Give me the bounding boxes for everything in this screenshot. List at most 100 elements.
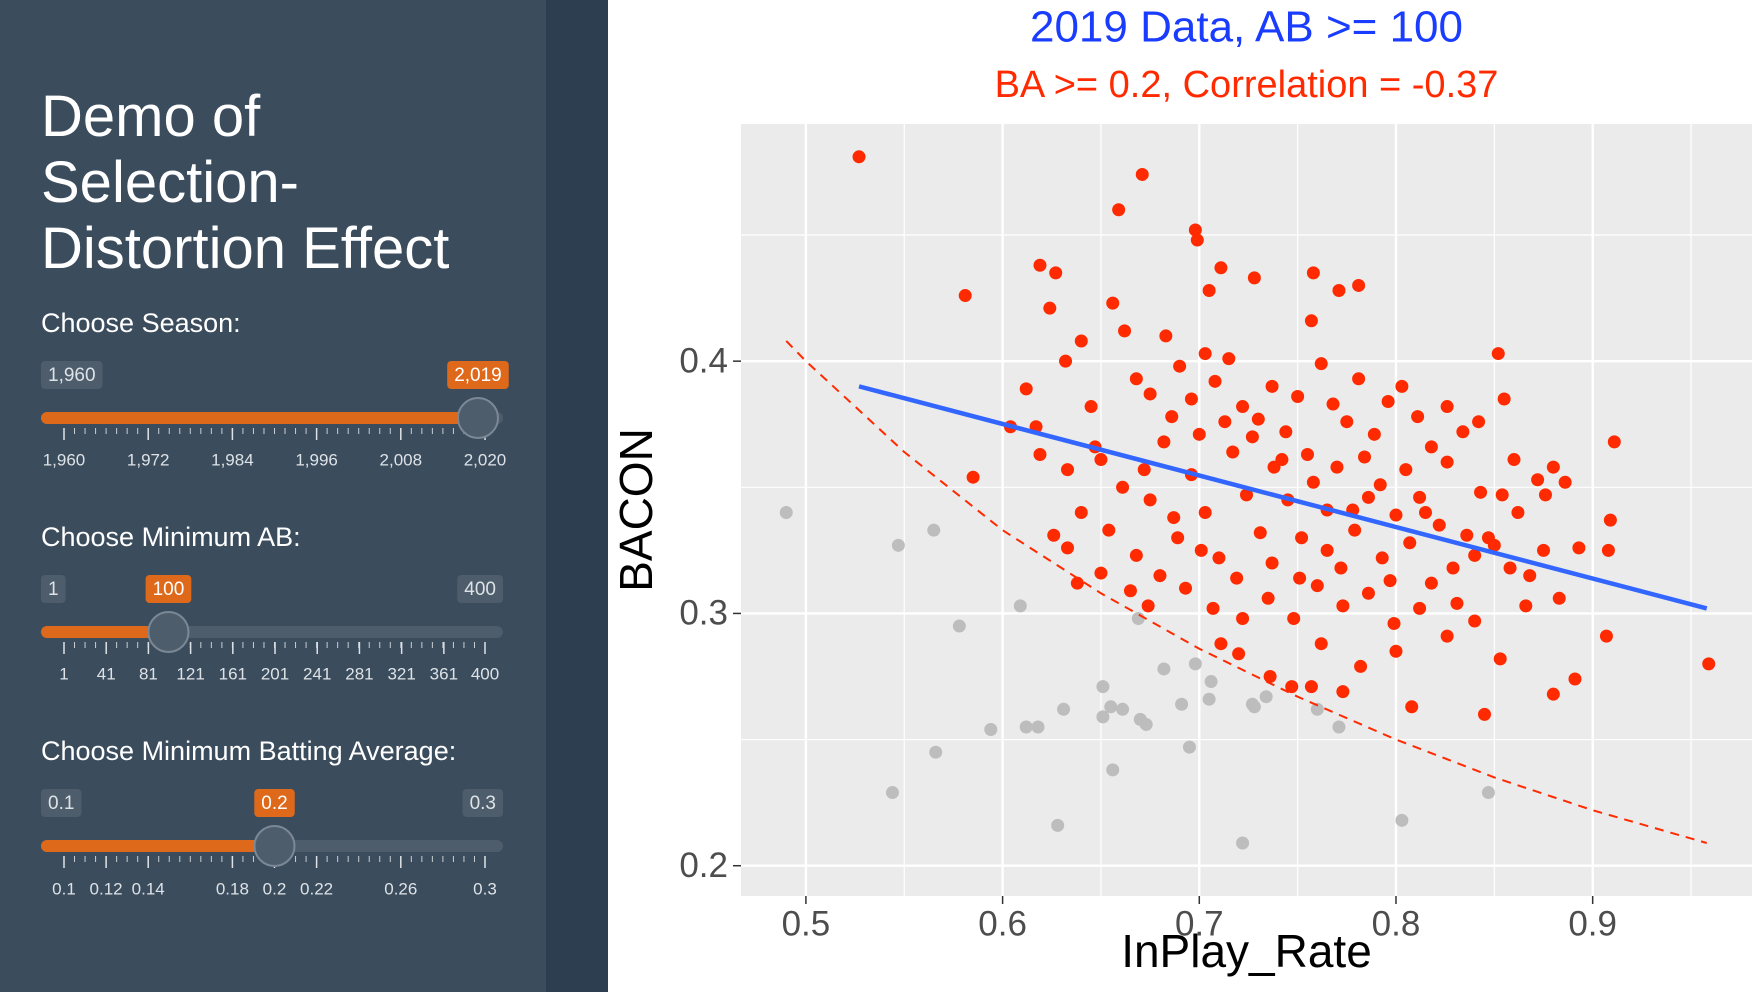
point bbox=[1165, 410, 1179, 424]
point bbox=[1247, 271, 1261, 285]
point bbox=[1568, 672, 1582, 686]
slider-handle[interactable] bbox=[253, 825, 296, 867]
fit-line bbox=[858, 384, 1708, 611]
point bbox=[1194, 543, 1208, 557]
slider-tick-label: 321 bbox=[387, 664, 415, 683]
point bbox=[1361, 586, 1375, 600]
point bbox=[1236, 611, 1250, 625]
slider-tick-label: 121 bbox=[176, 664, 204, 683]
point bbox=[1395, 379, 1409, 393]
point bbox=[1019, 720, 1033, 734]
point bbox=[1204, 675, 1218, 689]
point bbox=[1358, 450, 1372, 464]
slider-tick-label: 2,020 bbox=[464, 450, 507, 469]
slider-tick-label: 0.12 bbox=[90, 879, 123, 898]
point bbox=[885, 786, 899, 800]
point bbox=[1552, 591, 1566, 605]
point bbox=[1061, 541, 1075, 555]
point bbox=[1493, 652, 1507, 666]
slider-tick-label: 0.22 bbox=[300, 879, 333, 898]
point bbox=[1226, 445, 1240, 459]
point bbox=[1702, 657, 1716, 671]
x-tick-label: 0.5 bbox=[782, 904, 831, 943]
point bbox=[1310, 702, 1324, 716]
point bbox=[1206, 601, 1220, 615]
point bbox=[1381, 395, 1395, 409]
point bbox=[1503, 561, 1517, 575]
point bbox=[1440, 400, 1454, 414]
point bbox=[1102, 523, 1116, 537]
point bbox=[1135, 167, 1149, 181]
point bbox=[1131, 611, 1145, 625]
slider-value-box bbox=[145, 575, 192, 603]
point bbox=[966, 470, 980, 484]
point bbox=[1019, 382, 1033, 396]
point bbox=[1129, 372, 1143, 386]
point bbox=[1295, 531, 1309, 545]
point bbox=[1456, 425, 1470, 439]
slider-tick-label: 201 bbox=[261, 664, 289, 683]
point bbox=[1104, 700, 1118, 714]
point bbox=[1546, 687, 1560, 701]
point bbox=[1222, 352, 1236, 366]
point bbox=[1440, 629, 1454, 643]
point bbox=[1320, 543, 1334, 557]
point bbox=[1450, 596, 1464, 610]
point bbox=[1383, 574, 1397, 588]
point bbox=[1192, 427, 1206, 441]
point bbox=[1395, 813, 1409, 827]
point bbox=[1352, 278, 1366, 292]
point bbox=[1601, 543, 1615, 557]
slider-tick-label: 0.2 bbox=[263, 879, 287, 898]
slider-tick-label: 0.1 bbox=[52, 879, 76, 898]
point bbox=[1171, 531, 1185, 545]
point bbox=[1059, 354, 1073, 368]
slider-handle[interactable] bbox=[456, 397, 499, 439]
slider-tick-label: 161 bbox=[219, 664, 247, 683]
point bbox=[1247, 700, 1261, 714]
point bbox=[1139, 717, 1153, 731]
point bbox=[1332, 720, 1346, 734]
slider-tick-label: 281 bbox=[345, 664, 373, 683]
point bbox=[1261, 591, 1275, 605]
point bbox=[1096, 710, 1110, 724]
point bbox=[1096, 680, 1110, 694]
point bbox=[1304, 680, 1318, 694]
point bbox=[1481, 786, 1495, 800]
point bbox=[1352, 372, 1366, 386]
point bbox=[1236, 400, 1250, 414]
app-title: Demo of Selection-Distortion Effect bbox=[41, 84, 450, 281]
point bbox=[1418, 506, 1432, 520]
point bbox=[1236, 836, 1250, 850]
point bbox=[1373, 478, 1387, 492]
point bbox=[1123, 584, 1137, 598]
point bbox=[1491, 347, 1505, 361]
point bbox=[1259, 690, 1273, 704]
slider-fill bbox=[41, 840, 275, 852]
slider-max: 0.3 bbox=[470, 793, 496, 814]
slider-tick-label: 1 bbox=[59, 664, 68, 683]
point bbox=[1367, 427, 1381, 441]
point bbox=[1538, 488, 1552, 502]
point bbox=[1558, 475, 1572, 489]
point bbox=[1389, 644, 1403, 658]
point bbox=[1468, 614, 1482, 628]
y-tick-label: 0.2 bbox=[679, 846, 728, 885]
point bbox=[1472, 415, 1486, 429]
slider-value: 2,019 bbox=[454, 365, 502, 386]
point bbox=[1251, 412, 1265, 426]
slider-min-box bbox=[41, 361, 103, 389]
slider-tick-label: 0.3 bbox=[473, 879, 497, 898]
slider-max-box bbox=[462, 789, 503, 817]
point bbox=[1159, 329, 1173, 343]
slider-handle[interactable] bbox=[147, 611, 190, 653]
point bbox=[1116, 702, 1130, 716]
point bbox=[1537, 543, 1551, 557]
point bbox=[1304, 314, 1318, 328]
x-axis-label: InPlay_Rate bbox=[1121, 925, 1372, 977]
point bbox=[1340, 415, 1354, 429]
slider-value: 0.2 bbox=[261, 793, 287, 814]
chart-title: 2019 Data, AB >= 100 bbox=[1030, 3, 1463, 52]
point bbox=[1074, 506, 1088, 520]
